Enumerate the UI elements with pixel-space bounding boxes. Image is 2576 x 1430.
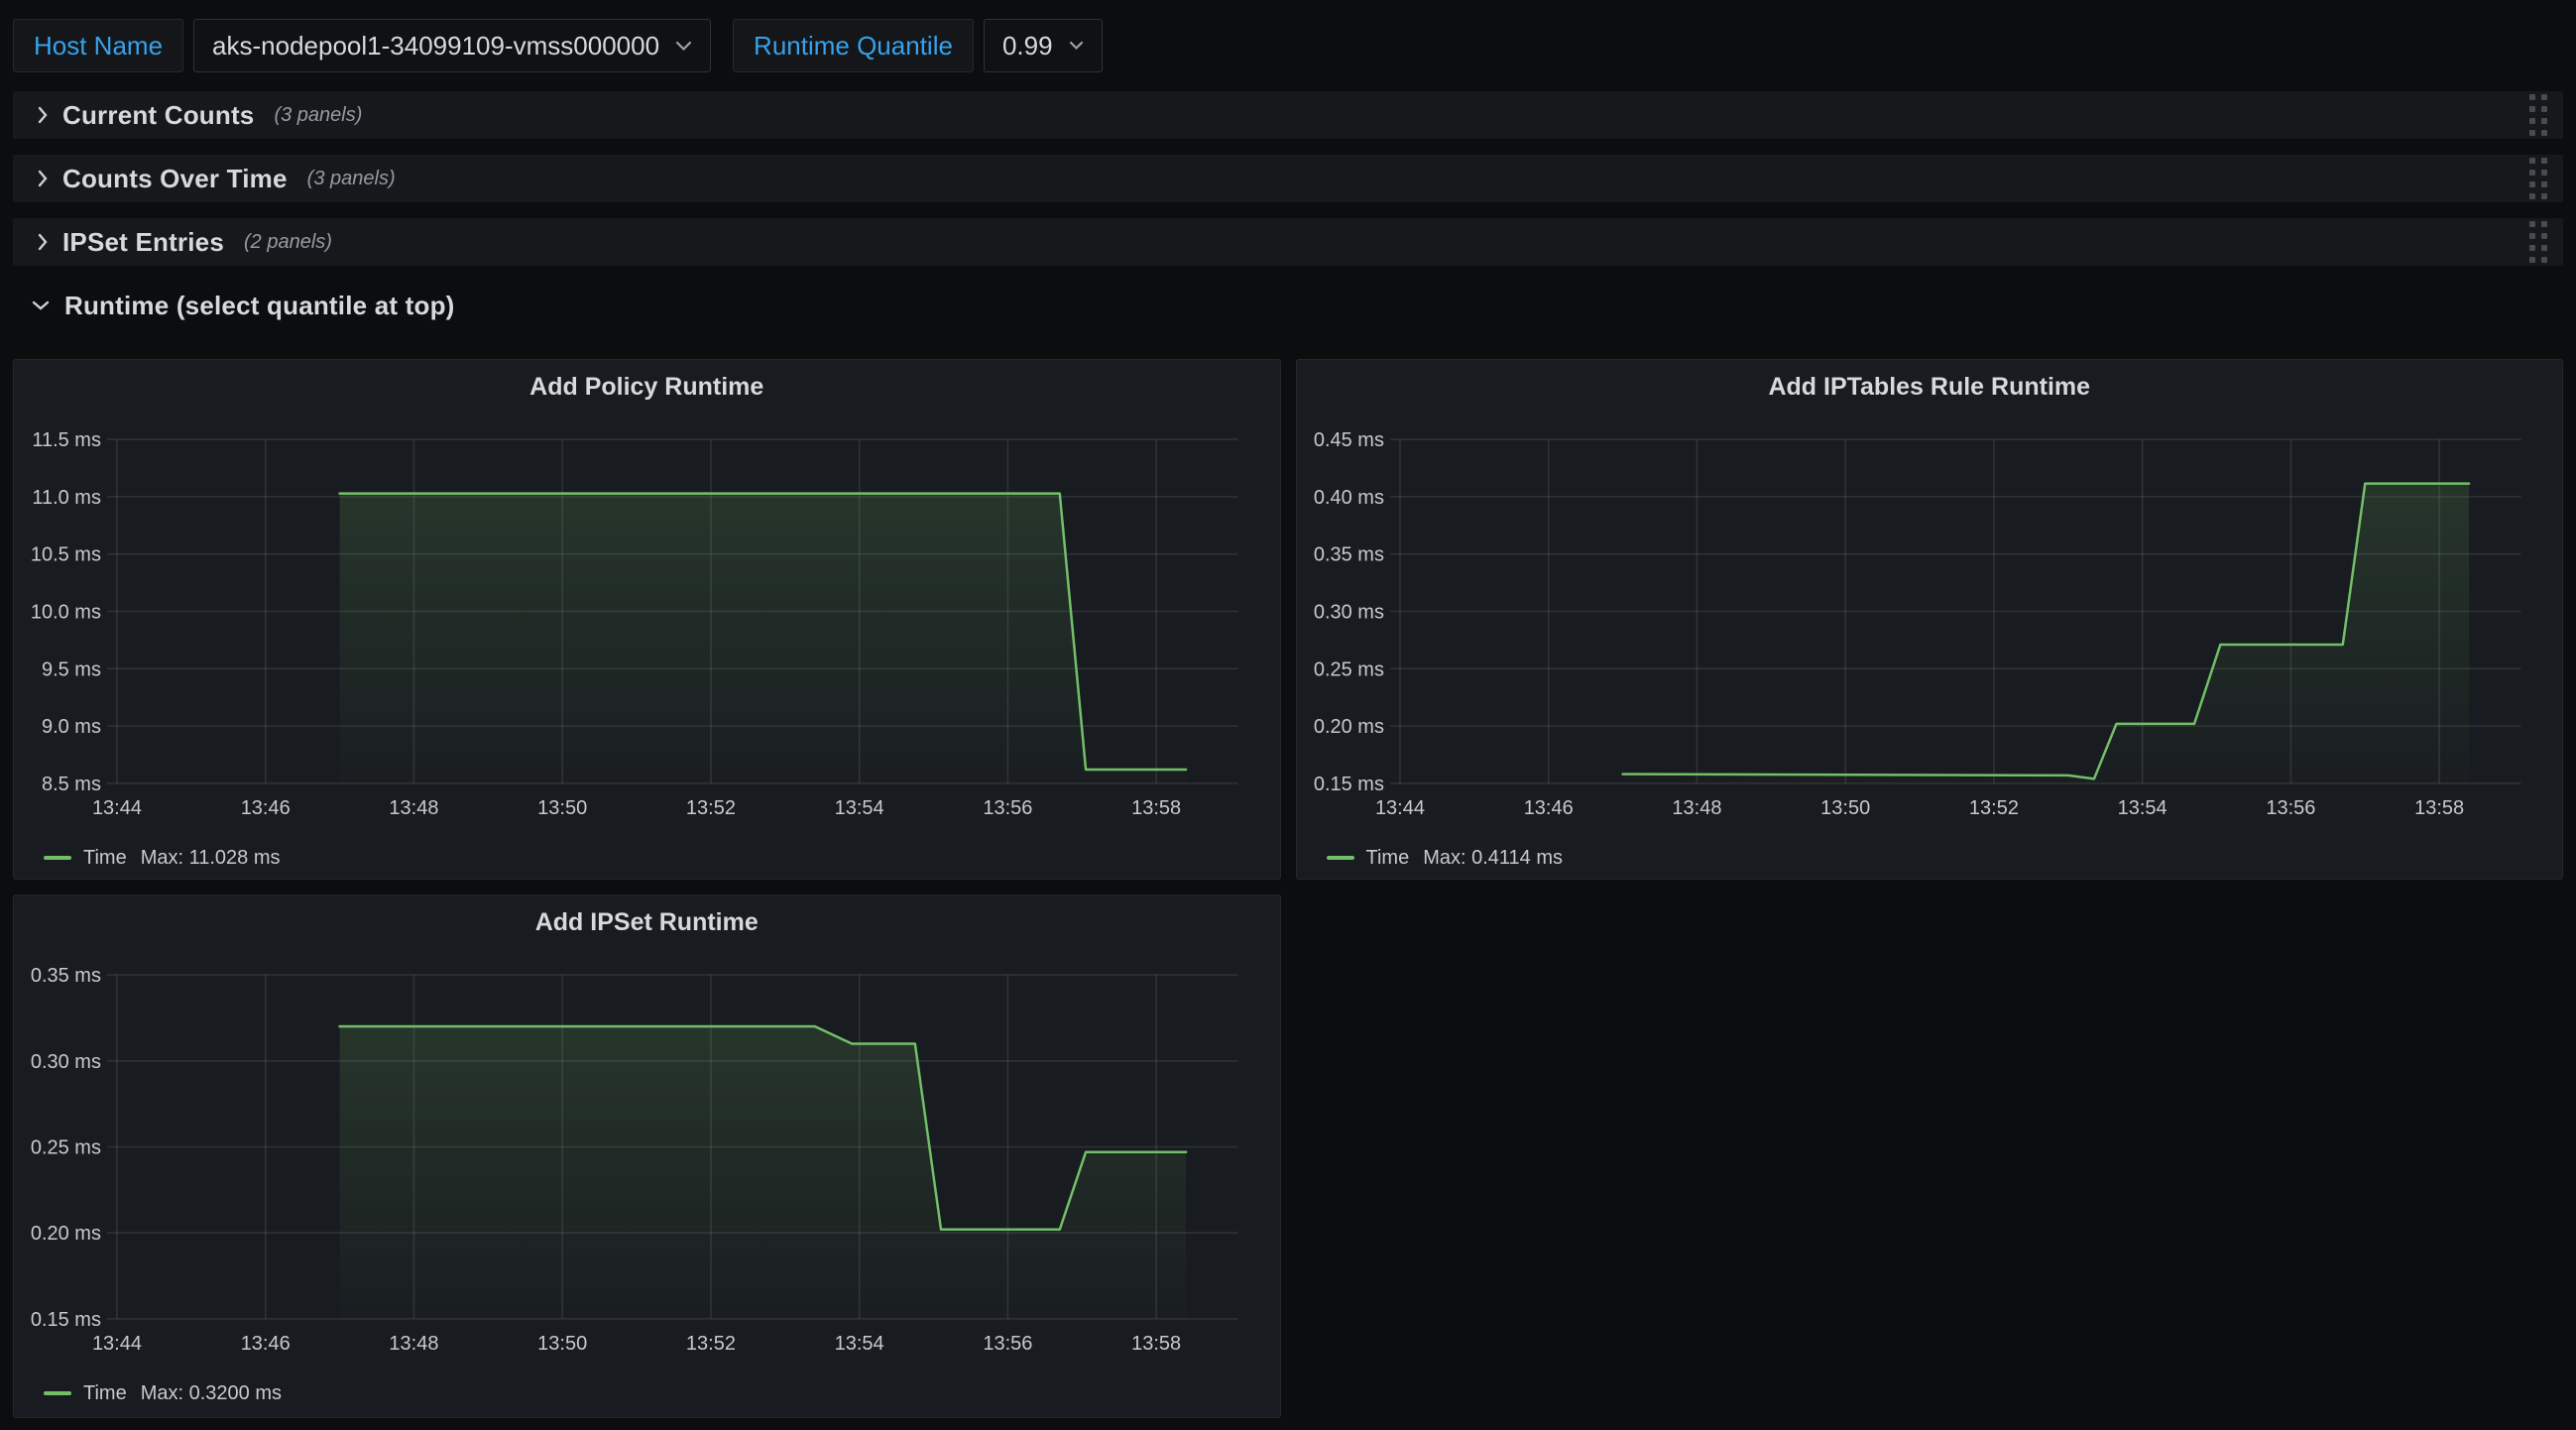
- row-current-counts[interactable]: Current Counts (3 panels): [13, 91, 2563, 139]
- time-series-chart[interactable]: 13:44 13:46 13:48 13:50 13:52 13:54 13:56 13:58…: [14, 949, 1280, 1370]
- row-title: Runtime (select quantile at top): [64, 290, 455, 320]
- chevron-right-icon: [37, 105, 49, 125]
- svg-text:13:58: 13:58: [1131, 797, 1181, 819]
- svg-text:0.20 ms: 0.20 ms: [1313, 716, 1383, 738]
- legend-max-value: Max: 11.028 ms: [140, 846, 281, 869]
- legend-series-label[interactable]: Time: [83, 1381, 127, 1404]
- svg-text:13:52: 13:52: [1968, 797, 2018, 819]
- runtime-quantile-variable-label: Runtime Quantile: [733, 19, 974, 72]
- row-title: Current Counts: [62, 99, 255, 130]
- row-drag-handle-icon[interactable]: [2529, 158, 2547, 199]
- row-panel-count: (3 panels): [274, 103, 363, 126]
- row-drag-handle-icon[interactable]: [2529, 221, 2547, 263]
- svg-text:0.25 ms: 0.25 ms: [1313, 658, 1383, 680]
- svg-text:13:50: 13:50: [1820, 797, 1870, 819]
- series-color-dash-icon: [44, 1391, 71, 1395]
- svg-text:0.20 ms: 0.20 ms: [31, 1223, 101, 1245]
- svg-text:13:46: 13:46: [1523, 797, 1573, 819]
- chevron-right-icon: [37, 232, 49, 252]
- panel-header: Add IPTables Rule Runtime: [1297, 360, 2563, 414]
- row-title: Counts Over Time: [62, 163, 288, 193]
- row-runtime[interactable]: Runtime (select quantile at top): [13, 282, 2563, 329]
- legend-max-value: Max: 0.4114 ms: [1423, 846, 1564, 869]
- row-drag-handle-icon[interactable]: [2529, 94, 2547, 136]
- svg-text:13:48: 13:48: [389, 1333, 438, 1355]
- svg-text:13:58: 13:58: [1131, 1333, 1181, 1355]
- svg-text:0.30 ms: 0.30 ms: [1313, 602, 1383, 624]
- runtime-quantile-value: 0.99: [1001, 31, 1053, 60]
- panel-legend: Time Max: 0.3200 ms: [14, 1370, 1280, 1416]
- host-name-value: aks-nodepool1-34099109-vmss000000: [212, 31, 660, 60]
- panel-legend: Time Max: 0.4114 ms: [1297, 835, 2563, 881]
- svg-text:0.15 ms: 0.15 ms: [1313, 774, 1383, 795]
- time-series-chart[interactable]: 13:44 13:46 13:48 13:50 13:52 13:54 13:56 13:58…: [1297, 414, 2563, 835]
- panel-title[interactable]: Add IPSet Runtime: [534, 907, 759, 936]
- svg-text:10.0 ms: 10.0 ms: [31, 602, 101, 624]
- panel-legend: Time Max: 11.028 ms: [14, 835, 1280, 881]
- svg-text:13:50: 13:50: [537, 797, 587, 819]
- panel-add-iptables-rule-runtime: Add IPTables Rule Runtime 13:44 13:46 13:4…: [1295, 359, 2563, 881]
- svg-text:0.35 ms: 0.35 ms: [31, 965, 101, 987]
- panel-title[interactable]: Add Policy Runtime: [529, 372, 764, 401]
- svg-text:11.5 ms: 11.5 ms: [32, 429, 101, 451]
- svg-text:0.25 ms: 0.25 ms: [31, 1137, 101, 1159]
- chevron-down-icon: [675, 41, 692, 52]
- svg-text:11.0 ms: 11.0 ms: [32, 487, 101, 509]
- svg-text:13:46: 13:46: [241, 1333, 291, 1355]
- row-counts-over-time[interactable]: Counts Over Time (3 panels): [13, 155, 2563, 202]
- panel-title[interactable]: Add IPTables Rule Runtime: [1768, 372, 2091, 401]
- host-name-variable-label: Host Name: [13, 19, 184, 72]
- svg-text:0.15 ms: 0.15 ms: [31, 1309, 101, 1331]
- chevron-right-icon: [37, 169, 49, 188]
- legend-max-value: Max: 0.3200 ms: [140, 1381, 282, 1404]
- svg-text:13:56: 13:56: [983, 797, 1032, 819]
- runtime-quantile-label-text: Runtime Quantile: [754, 31, 953, 60]
- runtime-quantile-select[interactable]: 0.99: [983, 19, 1103, 72]
- host-name-label-text: Host Name: [34, 31, 164, 60]
- time-series-chart[interactable]: 13:44 13:46 13:48 13:50 13:52 13:54 13:56 13:58…: [14, 414, 1280, 835]
- svg-text:0.40 ms: 0.40 ms: [1313, 487, 1383, 509]
- svg-text:0.30 ms: 0.30 ms: [31, 1051, 101, 1073]
- row-panel-count: (2 panels): [244, 230, 332, 253]
- svg-text:13:48: 13:48: [1672, 797, 1721, 819]
- chevron-down-icon: [31, 299, 51, 311]
- svg-text:13:44: 13:44: [92, 1333, 142, 1355]
- dashboard-variables-bar: Host Name aks-nodepool1-34099109-vmss000…: [13, 0, 2563, 91]
- svg-text:13:52: 13:52: [686, 797, 736, 819]
- legend-series-label[interactable]: Time: [1365, 846, 1410, 869]
- svg-text:13:56: 13:56: [2266, 797, 2315, 819]
- svg-text:13:54: 13:54: [2117, 797, 2166, 819]
- svg-text:0.35 ms: 0.35 ms: [1313, 544, 1383, 566]
- legend-series-label[interactable]: Time: [83, 846, 127, 869]
- svg-text:10.5 ms: 10.5 ms: [31, 544, 101, 566]
- svg-text:13:50: 13:50: [537, 1333, 587, 1355]
- panel-row-1: Add Policy Runtime 13:44 13:46 13:48 13:50 1…: [13, 359, 2563, 880]
- svg-text:8.5 ms: 8.5 ms: [42, 774, 101, 795]
- panel-row-2: Add IPSet Runtime 13:44 13:46 13:48 13:50 13…: [13, 894, 2563, 1418]
- svg-text:9.0 ms: 9.0 ms: [42, 716, 101, 738]
- row-ipset-entries[interactable]: IPSet Entries (2 panels): [13, 218, 2563, 266]
- row-title: IPSet Entries: [62, 226, 224, 257]
- panel-add-policy-runtime: Add Policy Runtime 13:44 13:46 13:48 13:50 1…: [13, 359, 1281, 880]
- svg-text:0.45 ms: 0.45 ms: [1313, 429, 1383, 451]
- svg-text:13:54: 13:54: [835, 797, 884, 819]
- svg-text:13:54: 13:54: [835, 1333, 884, 1355]
- row-panel-count: (3 panels): [306, 167, 396, 189]
- host-name-select[interactable]: aks-nodepool1-34099109-vmss000000: [193, 19, 712, 72]
- svg-text:13:52: 13:52: [686, 1333, 736, 1355]
- svg-text:13:58: 13:58: [2414, 797, 2464, 819]
- svg-text:13:44: 13:44: [1374, 797, 1424, 819]
- svg-text:13:46: 13:46: [241, 797, 291, 819]
- series-color-dash-icon: [1326, 856, 1354, 860]
- chevron-down-icon: [1069, 41, 1084, 51]
- series-color-dash-icon: [44, 856, 71, 860]
- panel-header: Add Policy Runtime: [14, 360, 1280, 414]
- panel-header: Add IPSet Runtime: [14, 895, 1280, 949]
- svg-text:13:44: 13:44: [92, 797, 142, 819]
- svg-text:13:48: 13:48: [389, 797, 438, 819]
- svg-text:9.5 ms: 9.5 ms: [42, 658, 101, 680]
- svg-text:13:56: 13:56: [983, 1333, 1032, 1355]
- panel-add-ipset-runtime: Add IPSet Runtime 13:44 13:46 13:48 13:50 13…: [13, 894, 1281, 1418]
